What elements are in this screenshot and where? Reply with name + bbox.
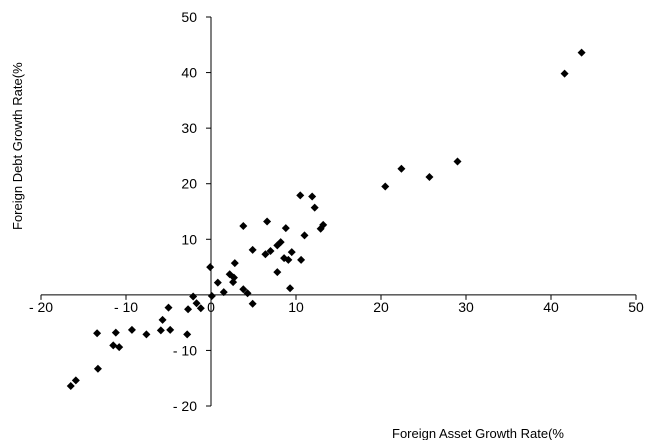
data-point (156, 326, 165, 335)
data-point (142, 330, 151, 339)
data-point (261, 250, 270, 259)
axes (40, 16, 637, 407)
data-point (239, 221, 248, 230)
x-tick-label: 0 (207, 299, 215, 315)
data-point (273, 268, 282, 277)
data-point (248, 299, 257, 308)
data-point (248, 245, 257, 254)
data-point (381, 182, 390, 191)
data-point (166, 325, 175, 334)
data-point (239, 285, 248, 294)
x-tick-label: - 10 (114, 299, 138, 315)
data-point (300, 231, 309, 240)
data-point (111, 328, 120, 337)
data-point (230, 259, 239, 268)
x-tick-label: 20 (373, 299, 389, 315)
data-point (453, 157, 462, 166)
data-point (284, 255, 293, 264)
data-point (127, 325, 136, 334)
x-tick-label: 40 (543, 299, 559, 315)
data-point (296, 191, 305, 200)
data-point (164, 303, 173, 312)
data-point (183, 330, 192, 339)
data-point (206, 263, 215, 272)
x-tick-label: 10 (288, 299, 304, 315)
data-point (66, 381, 75, 390)
data-point (397, 164, 406, 173)
data-point (297, 255, 306, 264)
data-point (425, 173, 434, 182)
data-point (229, 278, 238, 287)
data-point (213, 278, 222, 287)
data-point (281, 224, 290, 233)
data-point (577, 48, 586, 57)
y-tick-label: 30 (181, 120, 197, 136)
x-tick-label: 50 (628, 299, 644, 315)
data-point (109, 341, 118, 350)
y-tick-label: - 20 (173, 398, 197, 414)
data-point (287, 248, 296, 257)
x-tick-label: - 20 (29, 299, 53, 315)
y-axis-label: Foreign Debt Growth Rate(% (10, 62, 25, 230)
data-point (310, 203, 319, 212)
y-tick-label: - 10 (173, 342, 197, 358)
data-point (266, 246, 275, 255)
data-point (184, 305, 193, 314)
x-tick-label: 30 (458, 299, 474, 315)
x-axis-label: Foreign Asset Growth Rate(% (392, 426, 564, 440)
data-point (219, 288, 228, 297)
data-point (286, 284, 295, 293)
data-point (189, 292, 198, 301)
tick-labels: - 20 - 10 0 10 20 30 40 50 - 20 - 10 10 20 30 40 50 (29, 9, 644, 414)
y-tick-label: 50 (181, 9, 197, 25)
data-point (316, 224, 325, 233)
data-point (196, 304, 205, 313)
data-point (93, 329, 102, 338)
y-tick-label: 20 (181, 176, 197, 192)
data-points (66, 48, 586, 390)
data-point (71, 376, 80, 385)
data-point (158, 315, 167, 324)
data-point (560, 69, 569, 78)
y-tick-label: 10 (181, 231, 197, 247)
data-point (263, 217, 272, 226)
data-point (115, 343, 124, 352)
data-point (243, 289, 252, 298)
data-point (273, 241, 282, 250)
data-point (207, 291, 216, 300)
y-tick-label: 40 (181, 65, 197, 81)
data-point (192, 299, 201, 308)
data-point (308, 192, 317, 201)
data-point (93, 364, 102, 373)
